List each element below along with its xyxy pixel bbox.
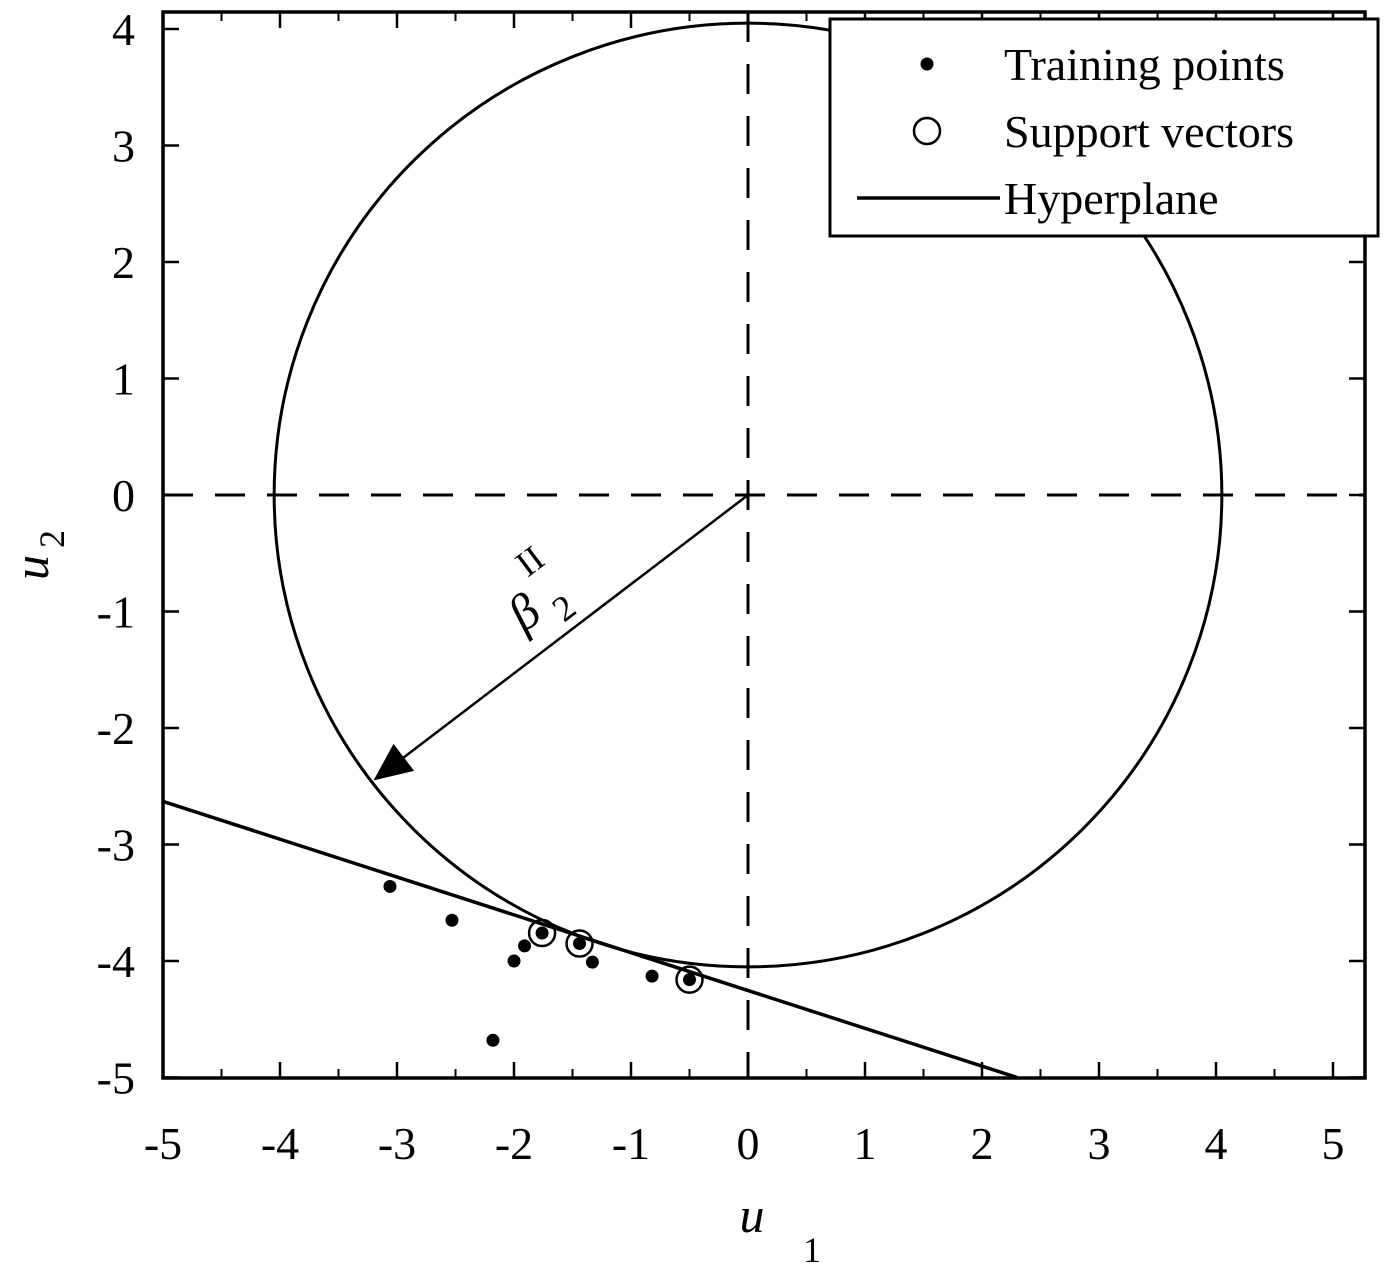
y-tick-label: -3: [97, 820, 135, 871]
training-point: [585, 955, 599, 969]
beta-superscript: II: [508, 538, 551, 584]
legend-dot-icon: [920, 57, 934, 71]
training-point: [518, 939, 532, 953]
beta-symbol: β: [496, 582, 550, 642]
legend-box: [828, 17, 1380, 238]
arrow-head-icon: [373, 743, 415, 781]
legend-label: Training points: [1004, 39, 1285, 90]
x-tick-label: -4: [261, 1118, 299, 1169]
x-axis-label: u: [740, 1187, 765, 1243]
y-tick-label: 3: [112, 121, 135, 172]
training-point: [683, 973, 696, 987]
y-axis-label-group: u2: [3, 530, 72, 580]
training-point: [383, 879, 397, 893]
y-axis-label: u: [3, 555, 59, 580]
support-vector-circle: [565, 929, 594, 958]
training-point: [445, 913, 459, 927]
axes: -5 -4 -3 -2 -1 0 1 2 3 4 5 4 3 2 1 0 -1 -2 -3 -4 -5: [97, 4, 1367, 1169]
training-point: [535, 926, 549, 940]
axes-frame: [161, 10, 1367, 1080]
legend-label: Support vectors: [1004, 106, 1294, 157]
y-tick-label: 1: [112, 354, 135, 405]
y-tick-label: -2: [97, 703, 135, 754]
training-point: [573, 937, 587, 951]
x-tick-label: 2: [971, 1118, 994, 1169]
training-point: [486, 1033, 500, 1047]
y-axis-label-subscript: 2: [32, 530, 72, 548]
legend-circle-icon: [912, 116, 942, 146]
x-axis-label-subscript: 1: [803, 1230, 821, 1270]
y-tick-label: 2: [112, 237, 135, 288]
support-vector-circle: [527, 918, 557, 948]
training-point: [645, 969, 659, 983]
x-tick-label: -3: [378, 1118, 416, 1169]
y-tick-label: -1: [97, 587, 135, 638]
x-tick-label: -5: [144, 1118, 182, 1169]
x-tick-label: 1: [854, 1118, 877, 1169]
x-tick-label: -2: [495, 1118, 533, 1169]
x-tick-label: 3: [1088, 1118, 1111, 1169]
x-tick-label: 5: [1322, 1118, 1345, 1169]
x-tick-label: -1: [612, 1118, 650, 1169]
beta-arrow-shaft: [403, 494, 749, 759]
legend-label: Hyperplane: [1004, 173, 1219, 224]
beta-subscript: 2: [545, 587, 583, 630]
y-tick-label: -4: [97, 936, 135, 987]
x-tick-label: 4: [1205, 1118, 1228, 1169]
y-tick-label: 4: [112, 4, 135, 55]
x-tick-label: 0: [737, 1118, 760, 1169]
training-point: [507, 954, 521, 968]
y-tick-label: 0: [112, 470, 135, 521]
hyperplane-line: [163, 799, 1018, 1078]
legend: Training points Support vectors Hyperplane: [828, 17, 1380, 238]
y-tick-label: -5: [97, 1053, 135, 1104]
support-vector-circle: [675, 965, 704, 994]
